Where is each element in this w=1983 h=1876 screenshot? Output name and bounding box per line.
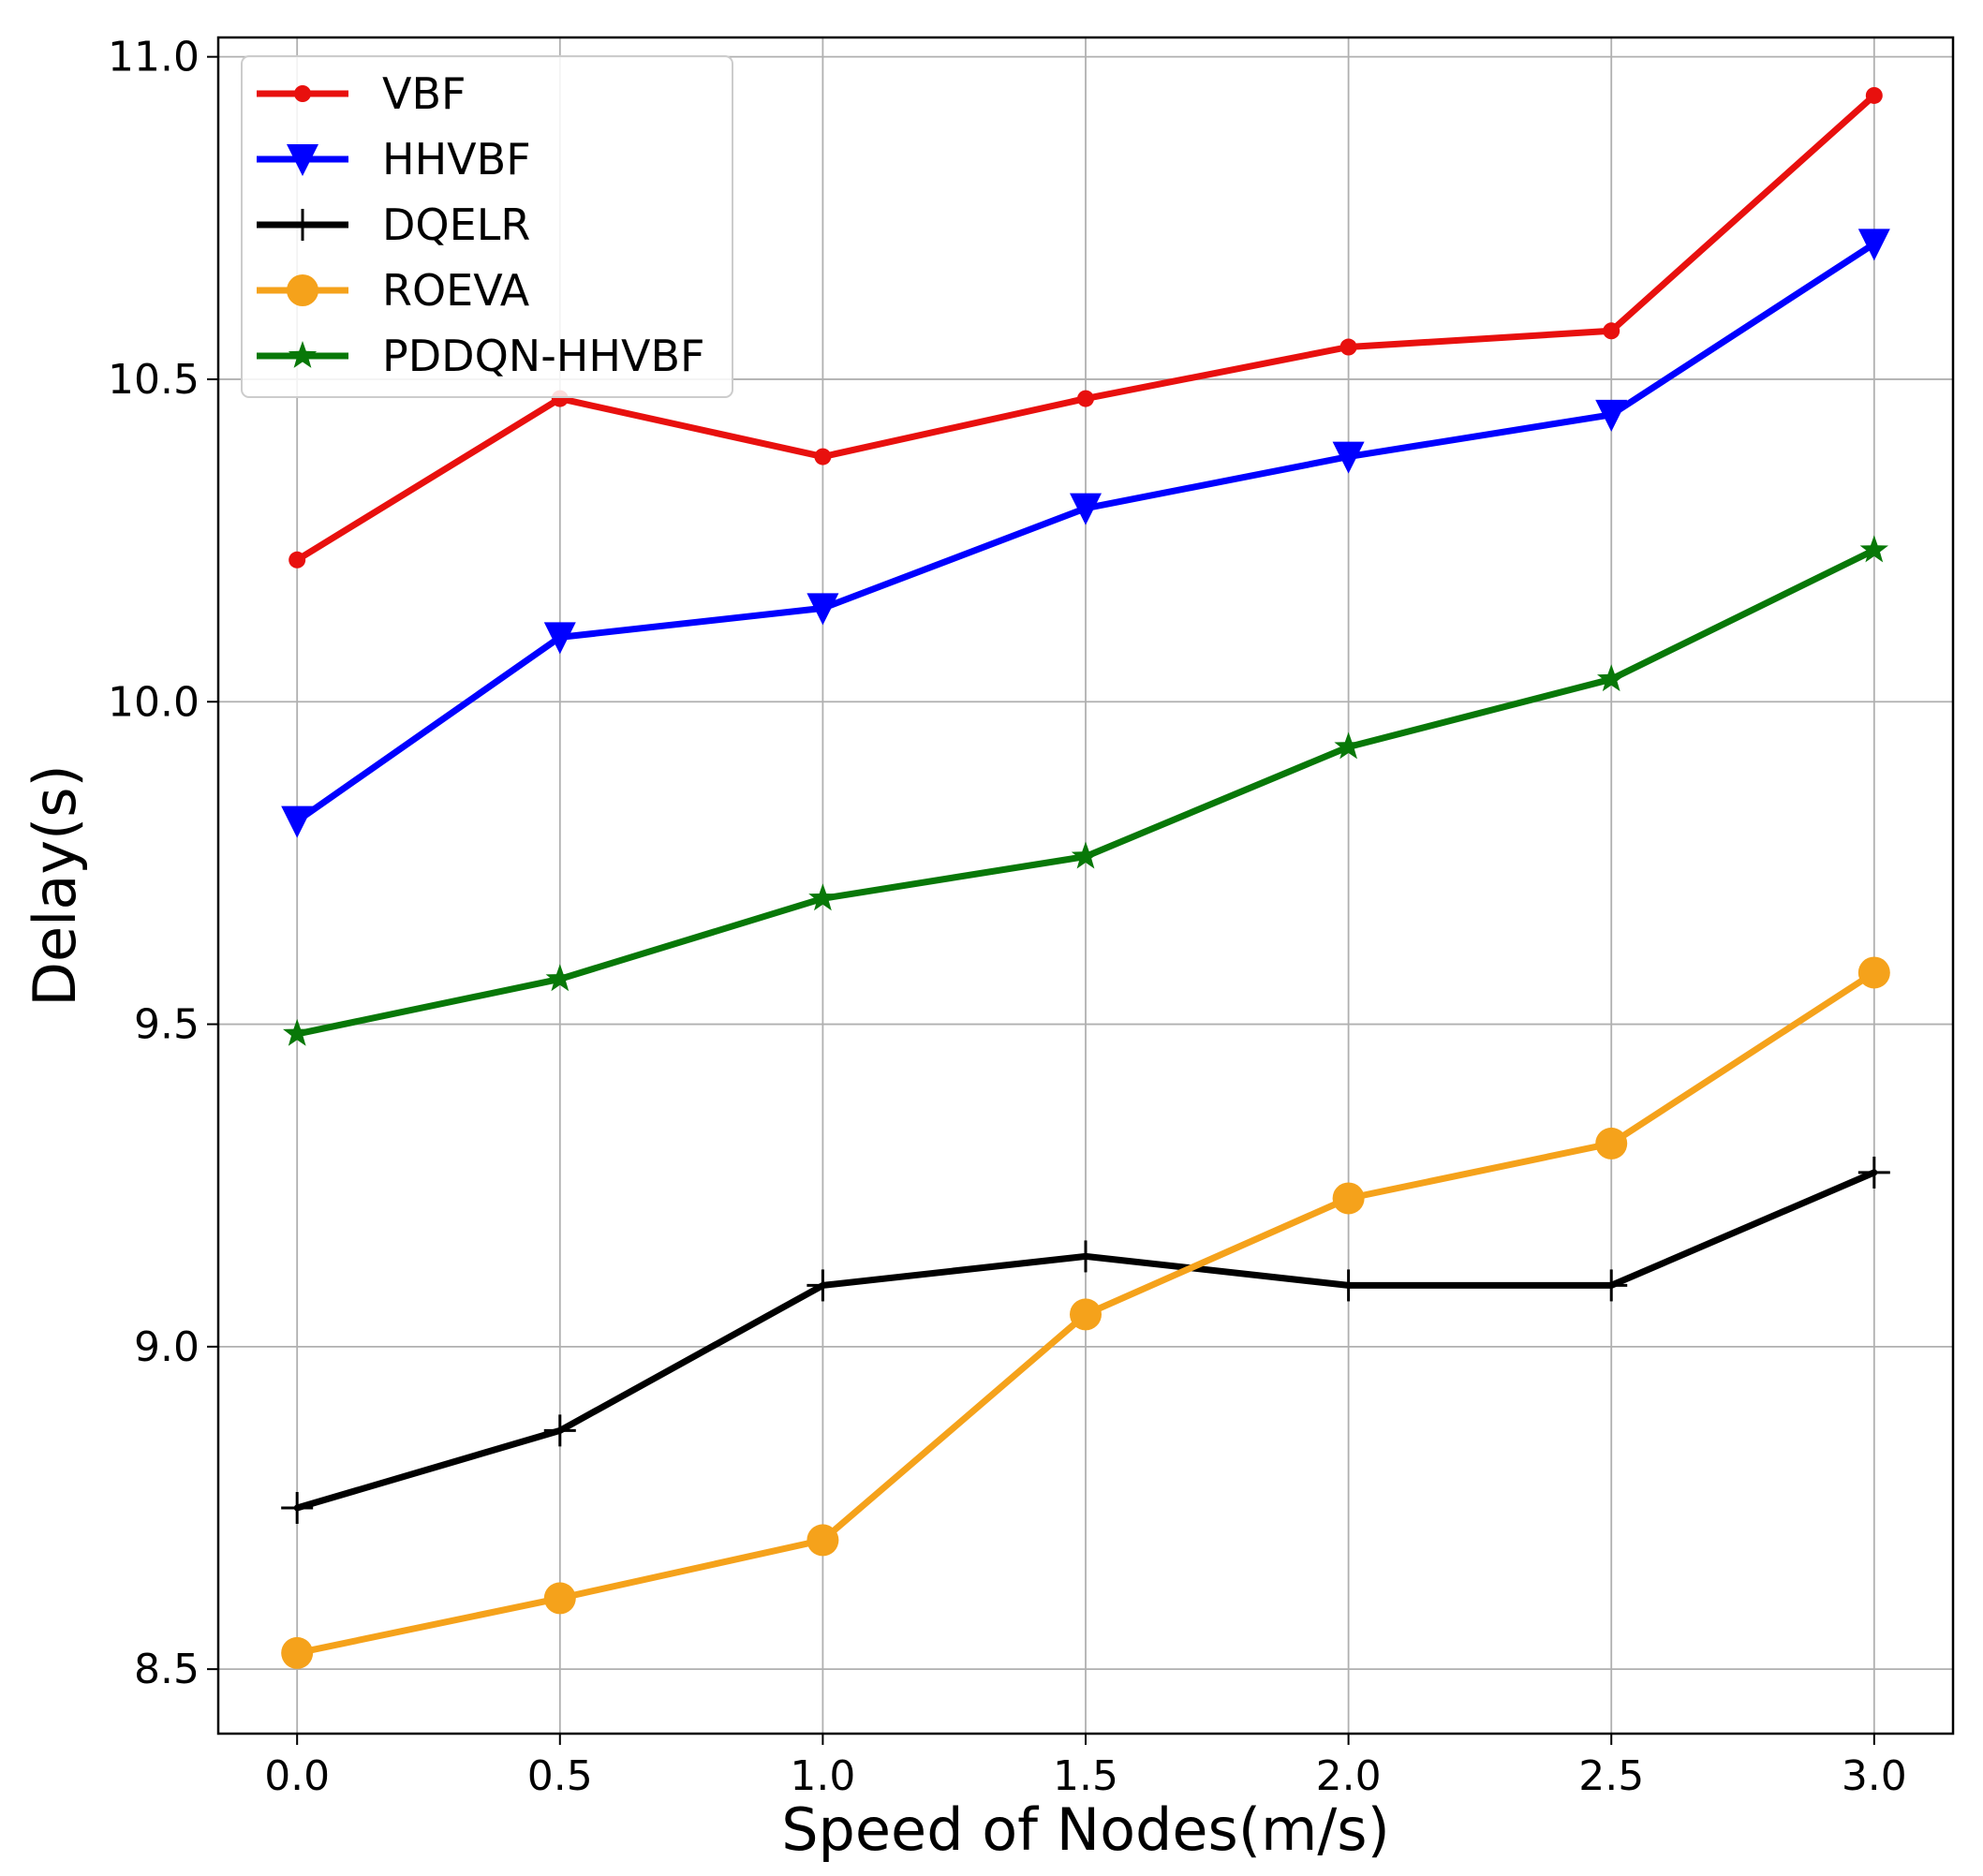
legend-item: ROEVA [257, 265, 530, 316]
marker-plus [287, 209, 318, 241]
series-pddqn-hhvbf [283, 535, 1888, 1046]
marker-circle [807, 1524, 839, 1557]
legend-label: PDDQN-HHVBF [382, 331, 704, 381]
series-roeva [281, 956, 1890, 1669]
marker-star [545, 964, 574, 992]
x-tick-label: 0.5 [527, 1752, 593, 1800]
x-tick-label: 3.0 [1842, 1752, 1907, 1800]
axis-ticks: 0.0 0.5 1.0 1.5 2.0 2.5 3.0 8.5 9.0 9.5 10.0 10.5 11… [108, 34, 1907, 1800]
marker-plus [281, 1491, 314, 1524]
marker-circle [281, 1636, 314, 1669]
marker-triangle [807, 593, 839, 626]
marker-triangle [287, 144, 318, 176]
marker-circle [1857, 956, 1890, 989]
marker-plus [543, 1414, 576, 1447]
y-axis-label: Delay(s) [21, 764, 89, 1006]
marker-plus [1332, 1269, 1365, 1302]
y-tick-label: 10.0 [108, 678, 200, 726]
legend-item: DQELR [257, 199, 530, 250]
marker-triangle [1332, 441, 1365, 474]
marker-star [283, 1018, 312, 1046]
legend-label: HHVBF [382, 134, 531, 185]
series-layer [281, 86, 1890, 1669]
y-tick-label: 9.0 [134, 1323, 200, 1371]
marker-plus [1857, 1156, 1890, 1189]
marker-plus [1595, 1269, 1628, 1302]
marker-triangle [281, 805, 314, 838]
legend-item: HHVBF [257, 134, 531, 185]
marker-star [288, 341, 318, 368]
marker-dot [1865, 86, 1883, 104]
series-hhvbf [281, 229, 1890, 838]
x-axis-label: Speed of Nodes(m/s) [781, 1795, 1390, 1864]
marker-dot [1339, 338, 1357, 356]
marker-star [1071, 841, 1101, 869]
marker-circle [1070, 1298, 1102, 1331]
series-vbf [289, 86, 1883, 569]
marker-dot [1077, 390, 1094, 407]
marker-star [1597, 664, 1626, 692]
marker-star [808, 883, 837, 911]
legend-label: VBF [382, 68, 466, 119]
series-dqelr [281, 1156, 1890, 1524]
x-tick-label: 0.0 [264, 1752, 330, 1800]
marker-triangle [1070, 493, 1102, 525]
y-tick-label: 10.5 [108, 356, 200, 404]
marker-dot [1603, 322, 1620, 340]
legend-item: PDDQN-HHVBF [257, 331, 704, 381]
x-tick-label: 2.5 [1578, 1752, 1644, 1800]
marker-circle [1332, 1182, 1365, 1215]
marker-triangle [543, 622, 576, 655]
y-tick-label: 11.0 [108, 34, 200, 81]
marker-star [1859, 535, 1888, 563]
y-tick-label: 9.5 [134, 1001, 200, 1049]
marker-star [1334, 731, 1363, 760]
legend-item: VBF [257, 68, 466, 119]
x-tick-label: 1.5 [1053, 1752, 1118, 1800]
marker-dot [814, 448, 832, 465]
marker-dot [294, 85, 311, 102]
x-tick-label: 1.0 [790, 1752, 855, 1800]
marker-triangle [1595, 399, 1628, 432]
marker-plus [1070, 1240, 1102, 1273]
marker-dot [289, 551, 306, 569]
legend-label: DQELR [382, 199, 530, 250]
y-tick-label: 8.5 [134, 1646, 200, 1693]
marker-triangle [1857, 229, 1890, 261]
marker-circle [1595, 1127, 1628, 1160]
x-tick-label: 2.0 [1316, 1752, 1382, 1800]
legend-box [241, 55, 733, 398]
marker-plus [807, 1269, 839, 1302]
marker-circle [543, 1582, 576, 1615]
legend: VBF HHVBF DQELR ROEVA PDDQN-HHVBF [241, 55, 733, 398]
legend-label: ROEVA [382, 265, 530, 316]
marker-circle [287, 274, 318, 306]
